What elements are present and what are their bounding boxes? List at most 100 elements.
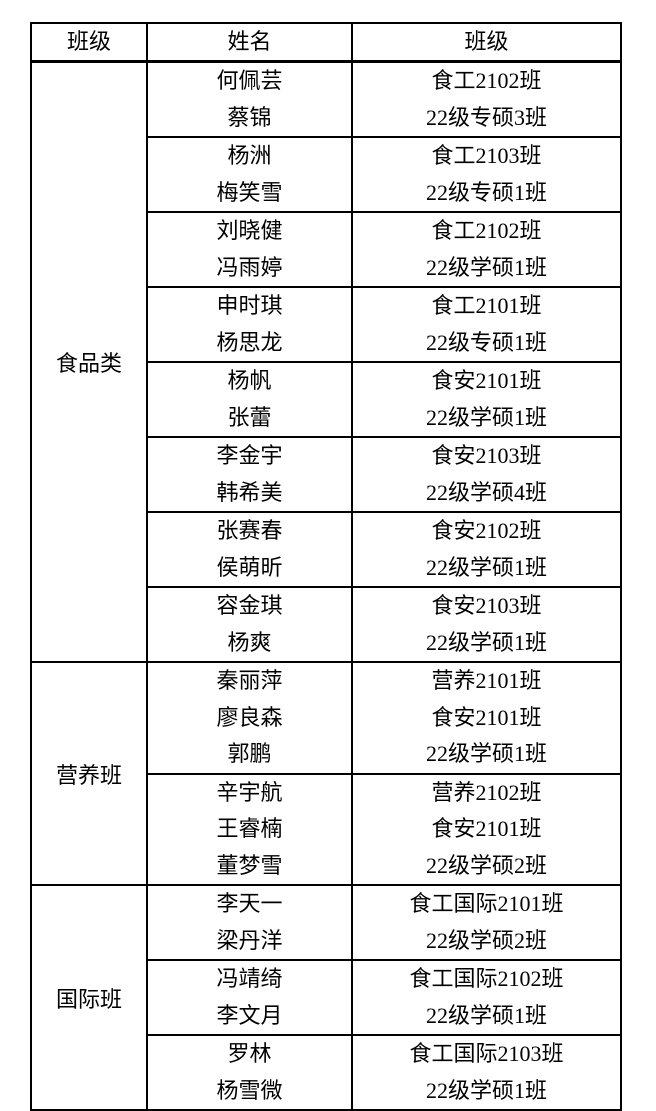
class-name: 22级学硕1班 (425, 254, 547, 280)
name-cell: 张赛春 侯萌昕 (146, 511, 353, 588)
class-name: 食工国际2103班 (409, 1041, 564, 1066)
class-name: 22级学硕1班 (425, 741, 547, 766)
table-row: 张赛春 侯萌昕 食安2102班 22级学硕1班 (31, 511, 622, 588)
name-cell: 李天一 梁丹洋 (146, 884, 353, 961)
table-row: 罗林 杨雪微 食工国际2103班 22级学硕1班 (31, 1034, 622, 1111)
class-name: 22级专硕1班 (425, 329, 547, 355)
student-name: 冯雨婷 (216, 254, 283, 280)
group-label-international: 国际班 (30, 884, 148, 1111)
name-cell: 冯靖绮 李文月 (146, 959, 353, 1036)
student-name: 何佩芸 (216, 68, 283, 93)
class-cell: 食工2103班 22级专硕1班 (351, 136, 622, 213)
student-name: 侯萌昕 (216, 554, 283, 580)
class-name: 食安2101班 (431, 704, 542, 730)
table-row: 容金琪 杨爽 食安2103班 22级学硕1班 (31, 586, 622, 663)
table-row: 申时琪 杨思龙 食工2101班 22级专硕1班 (31, 286, 622, 363)
table-row: 辛宇航 王睿楠 董梦雪 营养2102班 食安2101班 22级学硕2班 (31, 772, 622, 886)
student-name: 杨洲 (227, 143, 272, 168)
table-row: 国际班 李天一 梁丹洋 食工国际2101班 22级学硕2班 (30, 884, 622, 1111)
class-name: 22级学硕2班 (425, 852, 547, 878)
header-group-class: 班级 (30, 22, 148, 63)
student-name: 郭鹏 (227, 741, 272, 766)
table-row: 营养班 秦丽萍 廖良森 郭鹏 营养2101班 食安2101班 22级学硕1班 (30, 661, 622, 886)
student-name: 罗林 (227, 1041, 272, 1066)
table-row: 李金宇 韩希美 食安2103班 22级学硕4班 (31, 436, 622, 513)
name-cell: 申时琪 杨思龙 (146, 286, 353, 363)
class-name: 22级学硕1班 (425, 629, 547, 655)
student-name: 李文月 (216, 1002, 283, 1028)
name-cell: 李金宇 韩希美 (146, 436, 353, 513)
group-label-nutrition: 营养班 (30, 661, 148, 886)
table-row: 冯靖绮 李文月 食工国际2102班 22级学硕1班 (31, 959, 622, 1036)
name-cell: 罗林 杨雪微 (146, 1034, 353, 1111)
class-name: 营养2102班 (431, 779, 542, 805)
table-row: 刘晓健 冯雨婷 食工2102班 22级学硕1班 (31, 211, 622, 288)
table-row: 食品类 何佩芸 蔡锦 食工2102班 22级专硕3班 (30, 60, 622, 663)
class-name: 食安2103班 (431, 593, 542, 618)
header-name: 姓名 (146, 22, 353, 63)
class-name: 22级学硕2班 (425, 927, 547, 953)
class-name: 食安2103班 (431, 443, 542, 468)
student-name: 秦丽萍 (216, 668, 283, 693)
name-cell: 辛宇航 王睿楠 董梦雪 (146, 772, 353, 886)
name-cell: 刘晓健 冯雨婷 (146, 211, 353, 288)
class-name: 22级学硕1班 (425, 1077, 547, 1103)
student-name: 刘晓健 (216, 218, 283, 243)
class-cell: 食工2102班 22级专硕3班 (351, 60, 622, 138)
class-name: 食安2101班 (431, 816, 542, 841)
class-name: 食安2102班 (431, 518, 542, 543)
student-name: 张蕾 (227, 404, 272, 430)
student-name: 王睿楠 (216, 816, 283, 841)
class-name: 食工国际2101班 (409, 891, 564, 916)
class-name: 营养2101班 (431, 668, 542, 693)
name-cell: 杨帆 张蕾 (146, 361, 353, 438)
student-name: 杨思龙 (216, 329, 283, 355)
class-name: 食工2101班 (431, 293, 542, 318)
student-name: 冯靖绮 (216, 966, 283, 991)
header-row: 班级 姓名 班级 (30, 22, 622, 63)
table-row: 杨帆 张蕾 食安2101班 22级学硕1班 (31, 361, 622, 438)
student-name: 容金琪 (216, 593, 283, 618)
class-cell: 营养2101班 食安2101班 22级学硕1班 (351, 661, 622, 775)
student-name: 梅笑雪 (216, 179, 283, 205)
class-cell: 食安2103班 22级学硕4班 (351, 436, 622, 513)
name-cell: 何佩芸 蔡锦 (146, 60, 353, 138)
class-cell: 食安2101班 22级学硕1班 (351, 361, 622, 438)
header-class: 班级 (351, 22, 622, 63)
student-name: 杨帆 (227, 368, 272, 393)
class-name: 22级学硕1班 (425, 1002, 547, 1028)
student-name: 梁丹洋 (216, 927, 283, 953)
class-cell: 食安2102班 22级学硕1班 (351, 511, 622, 588)
student-name: 廖良森 (216, 704, 283, 730)
student-name: 韩希美 (216, 479, 283, 505)
class-name: 22级学硕1班 (425, 554, 547, 580)
student-name: 申时琪 (216, 293, 283, 318)
student-class-table: 班级 姓名 班级 食品类 何佩芸 蔡锦 食工2102班 22级专硕3班 杨洲 梅… (30, 22, 622, 1111)
class-name: 22级学硕1班 (425, 404, 547, 430)
student-name: 张赛春 (216, 518, 283, 543)
class-cell: 食工国际2102班 22级学硕1班 (351, 959, 622, 1036)
student-name: 李金宇 (216, 443, 283, 468)
class-cell: 食安2103班 22级学硕1班 (351, 586, 622, 663)
table-row: 杨洲 梅笑雪 食工2103班 22级专硕1班 (31, 136, 622, 213)
class-cell: 营养2102班 食安2101班 22级学硕2班 (351, 772, 622, 886)
name-cell: 秦丽萍 廖良森 郭鹏 (146, 661, 353, 775)
class-name: 22级学硕4班 (425, 479, 547, 505)
class-cell: 食工国际2101班 22级学硕2班 (351, 884, 622, 961)
student-name: 杨雪微 (216, 1077, 283, 1103)
student-name: 辛宇航 (216, 779, 283, 805)
class-cell: 食工2102班 22级学硕1班 (351, 211, 622, 288)
name-cell: 容金琪 杨爽 (146, 586, 353, 663)
class-name: 22级专硕1班 (425, 179, 547, 205)
student-name: 李天一 (216, 891, 283, 916)
student-name: 蔡锦 (227, 104, 272, 130)
name-cell: 杨洲 梅笑雪 (146, 136, 353, 213)
class-name: 食工国际2102班 (409, 966, 564, 991)
group-label-food: 食品类 (30, 60, 148, 663)
class-name: 食工2103班 (431, 143, 542, 168)
class-name: 食安2101班 (431, 368, 542, 393)
class-cell: 食工国际2103班 22级学硕1班 (351, 1034, 622, 1111)
class-cell: 食工2101班 22级专硕1班 (351, 286, 622, 363)
student-name: 杨爽 (227, 629, 272, 655)
class-name: 食工2102班 (431, 218, 542, 243)
